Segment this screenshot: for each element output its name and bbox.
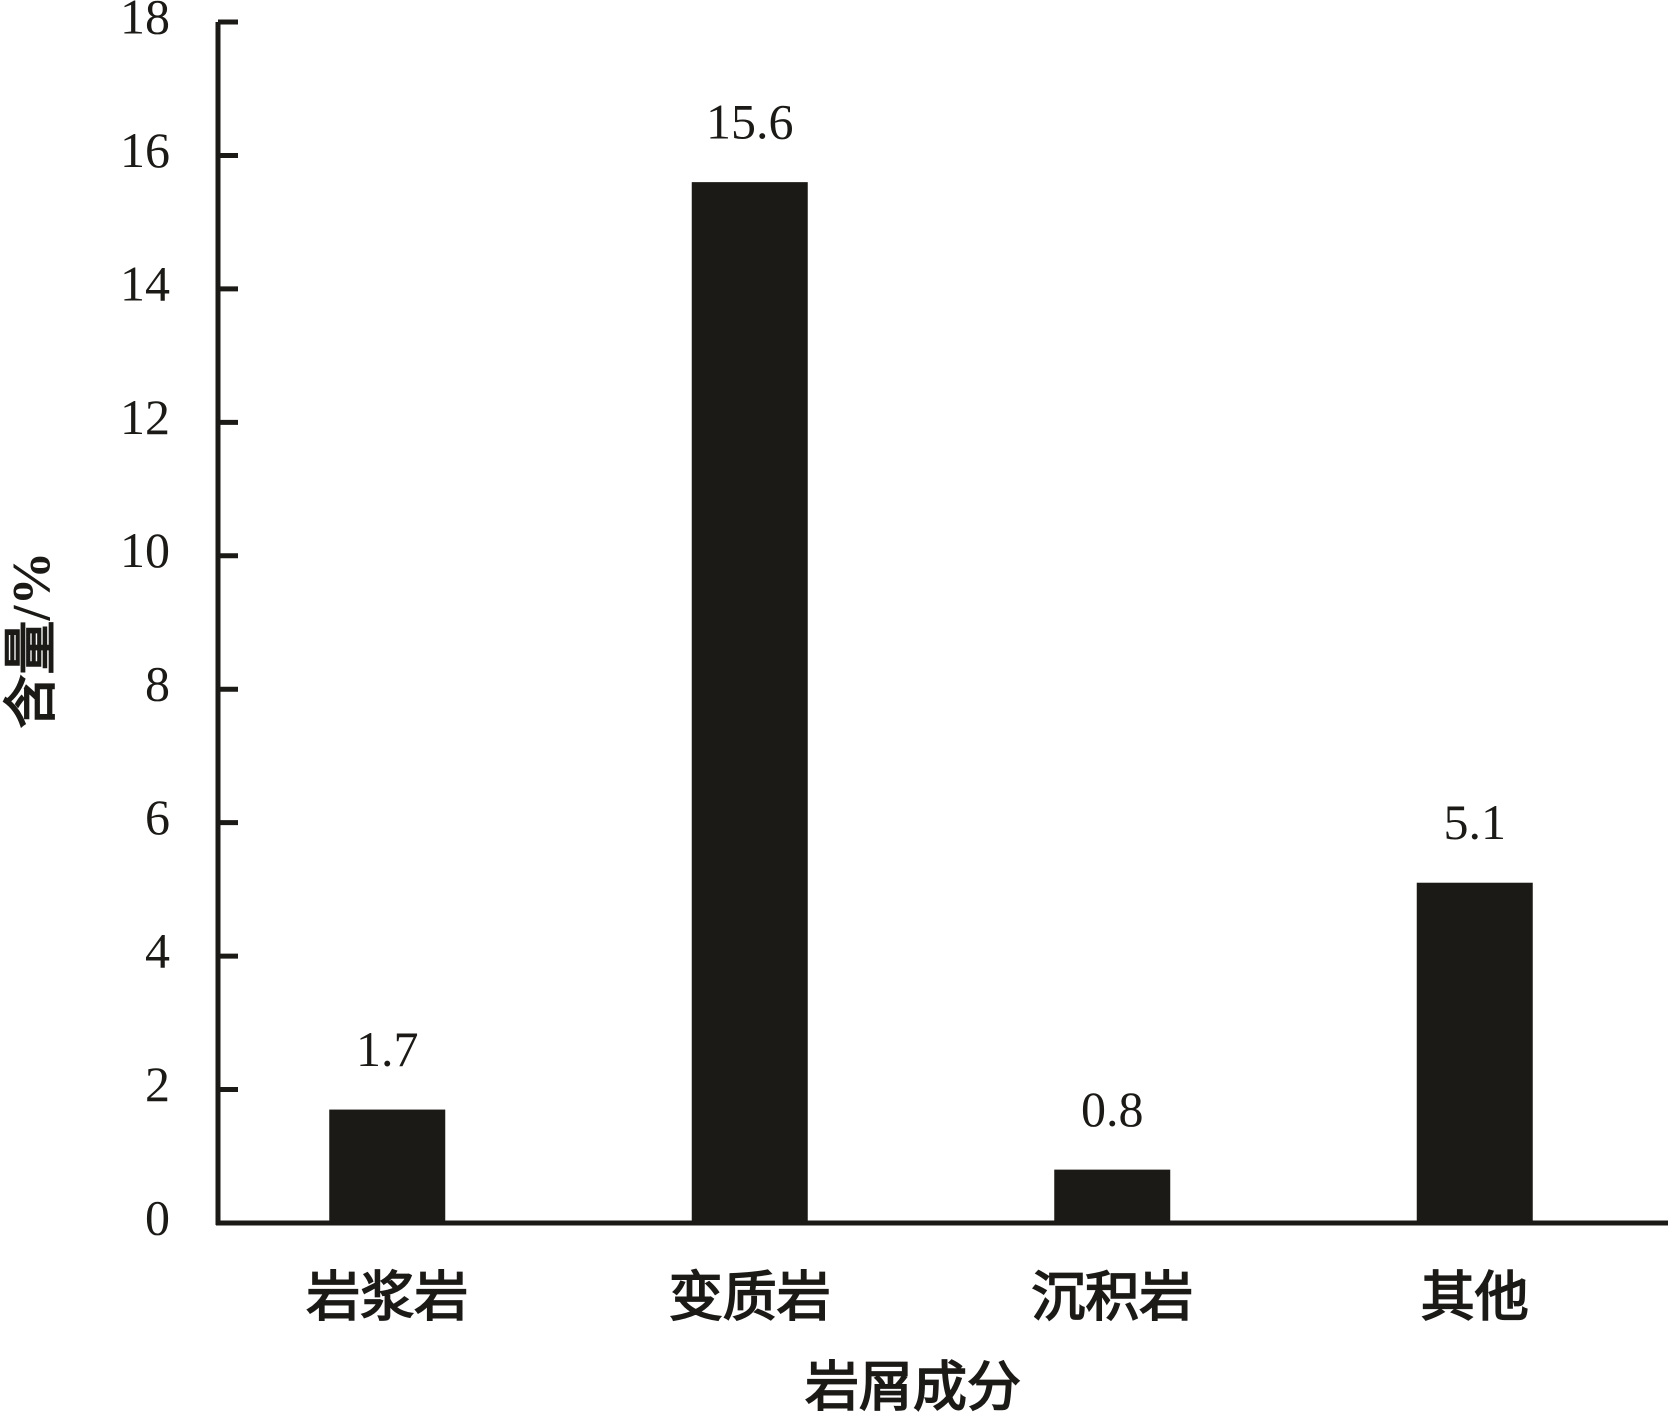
x-tick-label: 岩浆岩 [306,1267,468,1327]
y-tick-label: 18 [120,0,170,44]
value-label: 0.8 [1081,1081,1144,1137]
x-tick-label: 其他 [1421,1267,1529,1327]
y-tick-label: 14 [120,255,170,311]
y-tick-label: 10 [120,522,170,578]
y-tick-label: 6 [145,789,170,845]
x-axis-title: 岩屑成分 [805,1357,1021,1417]
y-tick-label: 2 [145,1056,170,1112]
y-tick-label: 4 [145,923,170,979]
x-tick-label: 变质岩 [669,1267,831,1327]
bar [329,1109,446,1223]
x-tick-label: 沉积岩 [1031,1267,1193,1327]
y-tick-label: 12 [120,389,170,445]
value-label: 1.7 [356,1021,419,1077]
y-axis-title: 含量/% [1,551,61,728]
y-tick-label: 16 [120,122,170,178]
bar [1054,1169,1171,1223]
value-label: 5.1 [1444,794,1507,850]
y-tick-label: 8 [145,656,170,712]
y-tick-label: 0 [145,1189,170,1245]
bar [691,182,808,1224]
value-label: 15.6 [706,94,794,150]
bar [1416,882,1533,1223]
